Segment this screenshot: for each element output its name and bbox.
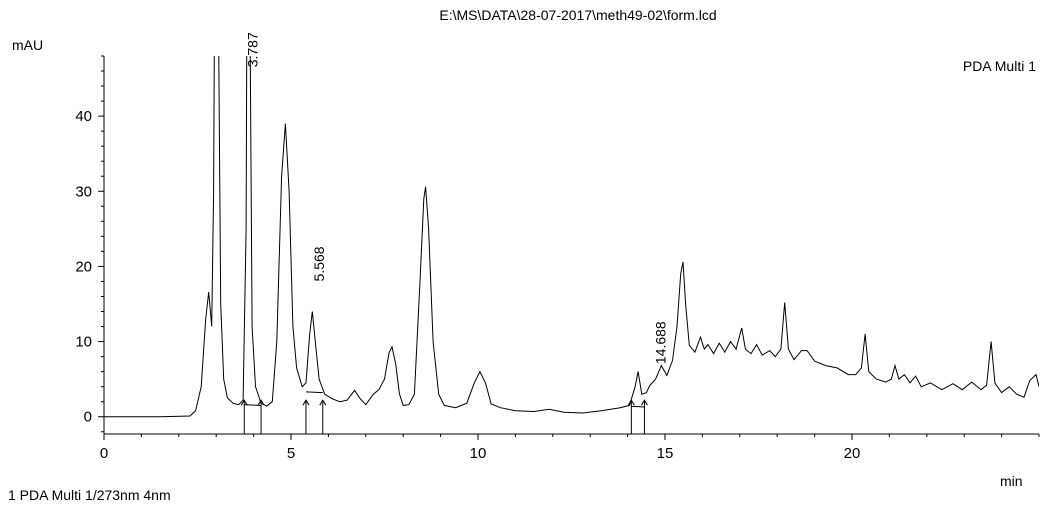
integration-baseline xyxy=(305,391,323,394)
series-line-group xyxy=(104,56,1039,418)
integration-baseline xyxy=(631,405,645,408)
axes: 0 5 10 15 20 0 10 20 30 40 xyxy=(75,55,1040,462)
y-tick-label: 30 xyxy=(75,183,92,200)
series-line xyxy=(104,56,1039,418)
integration-markers xyxy=(240,391,648,434)
peak-label: 3.787 xyxy=(245,32,261,67)
integration-marker-arrow xyxy=(257,399,265,406)
peak-labels: 3.787 5.568 14.688 xyxy=(245,32,669,364)
x-tick-label: 10 xyxy=(470,445,487,462)
y-axis-label: mAU xyxy=(12,37,43,53)
peak-label: 5.568 xyxy=(311,246,327,281)
integration-marker-arrow xyxy=(319,399,327,406)
integration-marker-arrow xyxy=(641,399,648,406)
peak-label: 14.688 xyxy=(652,321,668,364)
y-tick-label: 0 xyxy=(84,409,92,426)
y-tick-label: 10 xyxy=(75,334,92,351)
x-tick-label: 20 xyxy=(844,445,861,462)
x-tick-label: 15 xyxy=(657,445,674,462)
y-tick-label: 20 xyxy=(75,258,92,275)
integration-marker-arrow xyxy=(302,399,310,406)
x-axis-label: min xyxy=(1000,473,1023,489)
x-tick-label: 0 xyxy=(100,445,108,462)
integration-marker-arrow xyxy=(240,399,248,406)
y-tick-label: 40 xyxy=(75,108,92,125)
legend-series-name: PDA Multi 1 xyxy=(963,58,1036,74)
chart-title: E:\MS\DATA\28-07-2017\meth49-02\form.lcd xyxy=(439,7,716,23)
x-tick-label: 5 xyxy=(287,445,295,462)
detector-footer: 1 PDA Multi 1/273nm 4nm xyxy=(8,487,171,503)
